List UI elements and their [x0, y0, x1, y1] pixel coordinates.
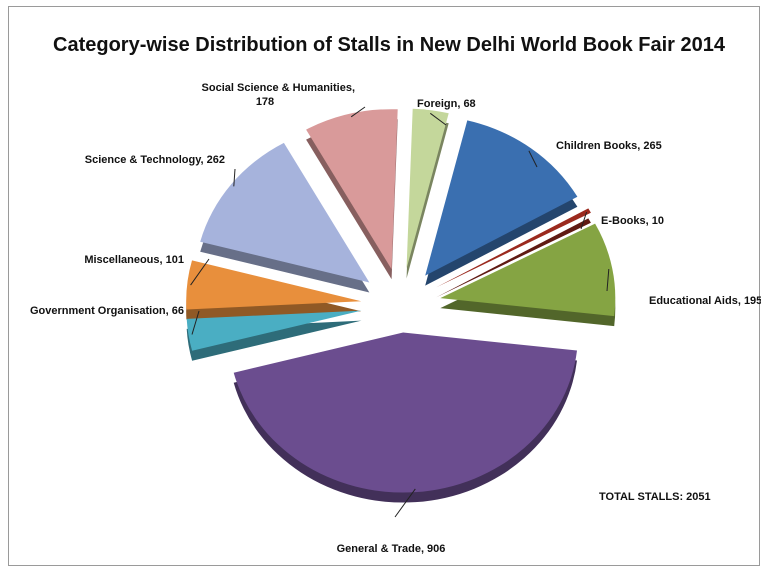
- slice-social-science-and-humanities: [306, 109, 398, 270]
- slice-educational-aids: [440, 223, 616, 317]
- leader-line-science-and-technology: [233, 168, 236, 187]
- slice-side-e-books: [436, 218, 591, 298]
- data-label-e-books: E-Books, 10: [601, 215, 664, 227]
- data-label-educational-aids: Educational Aids, 195: [649, 295, 761, 307]
- leader-line-children-books: [528, 150, 538, 168]
- pie-chart: Category-wise Distribution of Stalls in …: [30, 34, 761, 555]
- leader-line-miscellaneous: [190, 258, 210, 286]
- leader-line-social-science-and-humanities: [350, 106, 366, 118]
- leader-line-foreign: [430, 112, 447, 126]
- data-label-social-science-and-humanities: Social Science & Humanities, 178: [202, 82, 355, 108]
- slice-labels: Foreign, 68 Children Books, 265 E-Books, 1…: [30, 82, 761, 555]
- data-label-miscellaneous: Miscellaneous, 101: [84, 254, 184, 266]
- data-label-foreign: Foreign, 68: [417, 98, 476, 110]
- chart-title: Category-wise Distribution of Stalls in …: [53, 34, 726, 56]
- data-label-general-and-trade: General & Trade, 906: [337, 543, 446, 555]
- pie-slices: [186, 108, 616, 503]
- leader-line-e-books: [580, 211, 588, 230]
- slice-foreign: [406, 108, 449, 269]
- leader-line-general-and-trade: [394, 488, 416, 518]
- slice-miscellaneous: [186, 260, 362, 310]
- slice-e-books: [436, 208, 591, 288]
- leader-line-government-organisation: [191, 310, 200, 335]
- data-label-children-books: Children Books, 265: [556, 140, 662, 152]
- slice-children-books: [425, 120, 578, 276]
- chart-frame: Category-wise Distribution of Stalls in …: [8, 6, 761, 566]
- slice-science-and-technology: [200, 142, 370, 283]
- data-label-science-and-technology: Science & Technology, 262: [85, 154, 225, 166]
- data-label-government-organisation: Government Organisation, 66: [30, 305, 184, 317]
- slice-government-organisation: [186, 310, 362, 351]
- total-stalls-annotation: TOTAL STALLS: 2051: [599, 491, 711, 503]
- slice-general-and-trade: [233, 332, 577, 493]
- leader-line-educational-aids: [606, 269, 610, 292]
